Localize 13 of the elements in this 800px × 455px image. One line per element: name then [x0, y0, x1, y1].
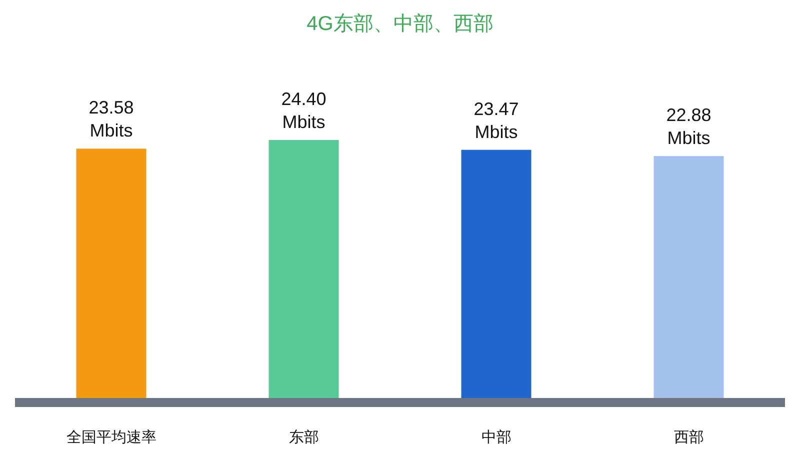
- x-tick-label: 中部: [481, 429, 512, 446]
- bar: [461, 150, 532, 398]
- bar: [268, 140, 339, 398]
- data-label: 23.47 Mbits: [474, 98, 519, 142]
- bar: [654, 156, 724, 398]
- data-label: 24.40 Mbits: [281, 89, 326, 132]
- data-label: 22.88 Mbits: [666, 105, 712, 148]
- x-tick-label: 全国平均速率: [66, 429, 156, 446]
- x-tick-label: 西部: [674, 429, 704, 446]
- data-label: 23.58 Mbits: [88, 98, 134, 141]
- bar: [76, 148, 146, 398]
- x-tick-label: 东部: [288, 429, 319, 446]
- chart-title: 4G东部、中部、西部: [306, 13, 494, 35]
